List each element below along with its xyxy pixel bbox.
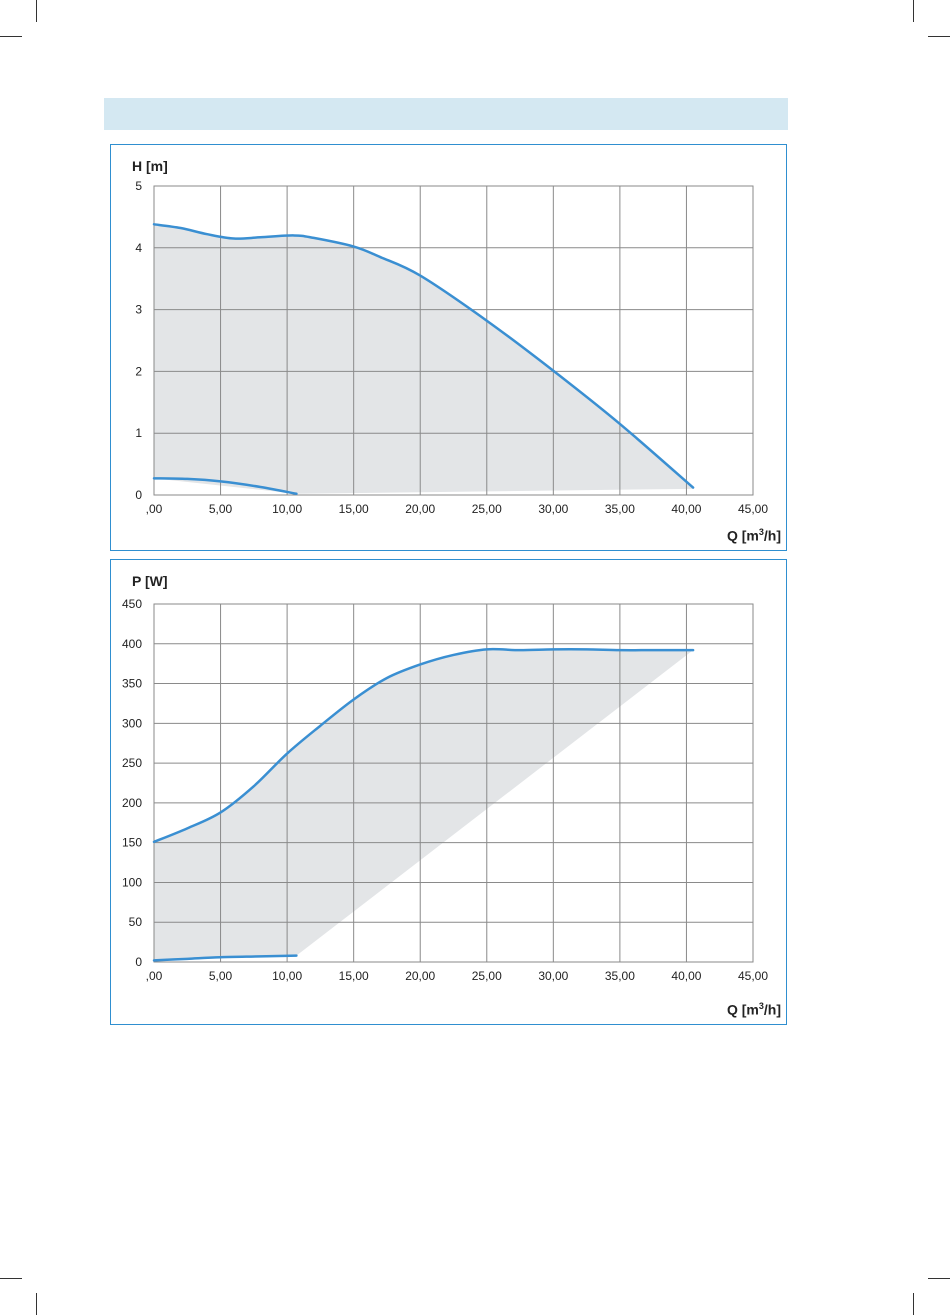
x-tick-label: 40,00 — [671, 502, 701, 516]
y-tick-label: 2 — [135, 364, 142, 378]
y-tick-label: 50 — [129, 915, 143, 929]
min-curve — [152, 477, 298, 496]
x-tick-label: 30,00 — [538, 502, 568, 516]
y-axis-label: H [m] — [132, 158, 168, 174]
x-tick-label: ,00 — [146, 969, 163, 983]
crop-mark — [0, 1278, 22, 1279]
crop-mark — [0, 36, 22, 37]
x-tick-label: 5,00 — [209, 502, 233, 516]
crop-mark — [36, 0, 37, 22]
crop-mark — [913, 0, 914, 22]
x-tick-label: 25,00 — [472, 969, 502, 983]
y-axis-label: P [W] — [132, 573, 168, 589]
crop-mark — [928, 1278, 950, 1279]
x-tick-label: 40,00 — [671, 969, 701, 983]
operating-area — [154, 649, 694, 961]
y-tick-label: 0 — [135, 955, 142, 969]
head-chart: ,00 5,00 10,00 15,00 20,00 25,00 30,00 35,00 40,… — [135, 179, 768, 516]
x-tick-label: 10,00 — [272, 969, 302, 983]
x-tick-label: 35,00 — [605, 502, 635, 516]
y-tick-label: 200 — [122, 796, 142, 810]
y-tick-label: 350 — [122, 677, 142, 691]
y-tick-label: 150 — [122, 836, 142, 850]
x-tick-label: 20,00 — [405, 502, 435, 516]
y-tick-label: 3 — [135, 303, 142, 317]
max-curve — [152, 647, 695, 844]
y-tick-label: 5 — [135, 179, 142, 193]
plot-frame — [153, 603, 754, 963]
x-tick-label: 35,00 — [605, 969, 635, 983]
y-tick-label: 4 — [135, 241, 142, 255]
y-tick-label: 0 — [135, 488, 142, 502]
x-tick-label: 45,00 — [738, 969, 768, 983]
y-tick-label: 1 — [135, 426, 142, 440]
x-tick-label: 10,00 — [272, 502, 302, 516]
x-tick-label: ,00 — [146, 502, 163, 516]
min-curve — [152, 954, 298, 962]
crop-mark — [36, 1293, 37, 1315]
x-axis-label: Q [m3/h] — [726, 527, 781, 544]
header-banner — [104, 98, 788, 130]
x-tick-label: 45,00 — [738, 502, 768, 516]
power-chart: ,00 5,00 10,00 15,00 20,00 25,00 30,00 35,00 40,… — [122, 597, 768, 983]
crop-mark — [928, 36, 950, 37]
plot-frame — [153, 185, 754, 496]
x-tick-label: 15,00 — [339, 502, 369, 516]
y-tick-label: 250 — [122, 756, 142, 770]
y-tick-label: 100 — [122, 875, 142, 889]
x-axis-label: Q [m3/h] — [726, 1001, 781, 1018]
x-tick-label: 15,00 — [339, 969, 369, 983]
y-tick-label: 450 — [122, 597, 142, 611]
operating-area — [154, 224, 694, 494]
y-tick-label: 300 — [122, 716, 142, 730]
x-tick-label: 25,00 — [472, 502, 502, 516]
x-tick-label: 20,00 — [405, 969, 435, 983]
x-tick-label: 5,00 — [209, 969, 233, 983]
head-chart-panel: H [m] ,00 5,00 10,00 15,00 20,00 25,00 30,00 35… — [110, 144, 787, 551]
max-curve — [152, 223, 695, 489]
x-tick-label: 30,00 — [538, 969, 568, 983]
crop-mark — [913, 1293, 914, 1315]
y-tick-label: 400 — [122, 637, 142, 651]
power-chart-panel: P [W] ,00 5,00 10,00 15,00 20,00 25,00 30,00 35… — [110, 559, 787, 1025]
